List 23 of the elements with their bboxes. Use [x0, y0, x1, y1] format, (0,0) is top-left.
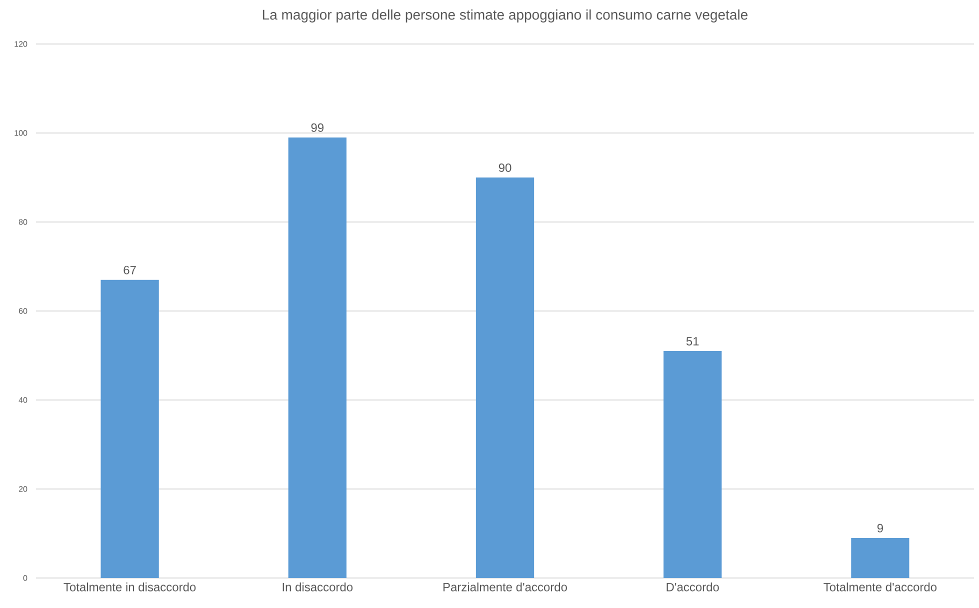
y-tick-label: 40 — [18, 397, 28, 403]
bar — [288, 137, 346, 578]
y-tick-label: 120 — [14, 41, 28, 47]
bar — [664, 351, 722, 578]
x-tick-label: Parzialmente d'accordo — [443, 582, 567, 592]
y-tick-label: 100 — [14, 130, 28, 136]
chart-title: La maggior parte delle persone stimate appoggiano il consumo carne vegetale — [262, 9, 748, 22]
bar — [100, 280, 159, 578]
bar — [851, 538, 910, 578]
x-tick-label: Totalmente d'accordo — [824, 582, 937, 592]
y-tick-label: 80 — [18, 219, 28, 225]
y-tick-label: 0 — [23, 575, 28, 581]
x-tick-label: D'accordo — [666, 582, 719, 592]
x-tick-label: In disaccordo — [282, 582, 353, 592]
data-label: 67 — [124, 266, 136, 274]
data-label: 9 — [877, 524, 883, 532]
data-label: 90 — [498, 163, 512, 172]
y-tick-label: 20 — [18, 486, 28, 492]
y-tick-label: 60 — [18, 308, 28, 314]
data-label: 99 — [311, 123, 324, 132]
data-label: 51 — [686, 337, 699, 346]
x-tick-label: Totalmente in disaccordo — [64, 582, 196, 592]
bar — [476, 177, 534, 578]
